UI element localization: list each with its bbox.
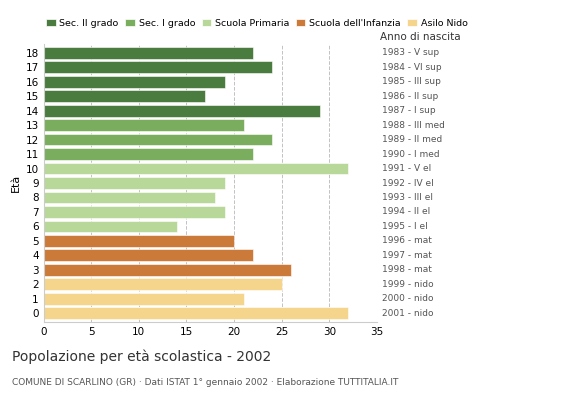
Text: 1983 - V sup: 1983 - V sup [382,48,438,57]
Y-axis label: Età: Età [11,174,21,192]
Bar [44,192,215,204]
Text: 1994 - II el: 1994 - II el [382,208,430,216]
Text: Popolazione per età scolastica - 2002: Popolazione per età scolastica - 2002 [12,350,271,364]
Text: 1991 - V el: 1991 - V el [382,164,431,173]
Text: 1995 - I el: 1995 - I el [382,222,427,231]
Text: 1984 - VI sup: 1984 - VI sup [382,63,441,72]
Bar [44,235,234,247]
Text: 1987 - I sup: 1987 - I sup [382,106,435,115]
Bar [44,119,244,131]
Text: 1988 - III med: 1988 - III med [382,120,444,130]
Text: 1990 - I med: 1990 - I med [382,150,439,158]
Text: 1996 - mat: 1996 - mat [382,236,432,246]
Text: 1998 - mat: 1998 - mat [382,265,432,274]
Bar [44,220,177,232]
Bar [44,162,349,174]
Text: 1992 - IV el: 1992 - IV el [382,178,433,188]
Bar [44,105,320,116]
Bar [44,76,224,88]
Bar [44,206,224,218]
Bar [44,134,272,146]
Legend: Sec. II grado, Sec. I grado, Scuola Primaria, Scuola dell'Infanzia, Asilo Nido: Sec. II grado, Sec. I grado, Scuola Prim… [42,15,471,31]
Bar [44,148,253,160]
Text: Anno di nascita: Anno di nascita [380,32,461,42]
Bar [44,90,205,102]
Bar [44,307,349,319]
Bar [44,293,244,305]
Text: COMUNE DI SCARLINO (GR) · Dati ISTAT 1° gennaio 2002 · Elaborazione TUTTITALIA.I: COMUNE DI SCARLINO (GR) · Dati ISTAT 1° … [12,378,398,387]
Text: 1993 - III el: 1993 - III el [382,193,433,202]
Bar [44,47,253,59]
Text: 1985 - III sup: 1985 - III sup [382,77,441,86]
Text: 1989 - II med: 1989 - II med [382,135,442,144]
Bar [44,264,291,276]
Text: 2001 - nido: 2001 - nido [382,309,433,318]
Bar [44,177,224,189]
Bar [44,278,282,290]
Bar [44,250,253,261]
Text: 1997 - mat: 1997 - mat [382,251,432,260]
Text: 1986 - II sup: 1986 - II sup [382,92,438,101]
Bar [44,61,272,73]
Text: 1999 - nido: 1999 - nido [382,280,433,289]
Text: 2000 - nido: 2000 - nido [382,294,433,303]
